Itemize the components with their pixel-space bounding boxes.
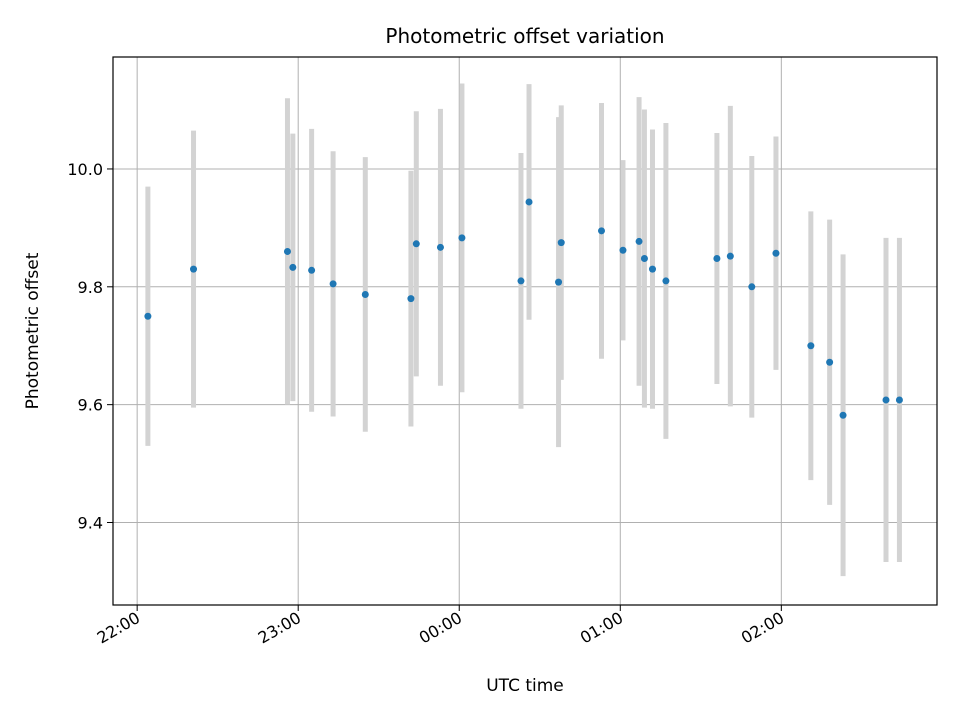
data-point [555, 278, 563, 286]
data-point [283, 247, 291, 255]
plot-frame [112, 56, 938, 606]
data-point [144, 312, 152, 320]
data-point [525, 198, 533, 206]
data-point [436, 243, 444, 251]
data-point [308, 266, 316, 274]
y-tick-label: 9.8 [78, 278, 103, 297]
grid-lines [113, 57, 937, 605]
y-tick-label: 9.6 [78, 396, 103, 415]
data-point [882, 396, 890, 404]
data-point [329, 280, 337, 288]
x-tick-label: 01:00 [577, 608, 626, 648]
x-tick-label: 23:00 [255, 608, 304, 648]
data-point [895, 396, 903, 404]
data-point [517, 277, 525, 285]
y-axis-label: Photometric offset [23, 252, 43, 409]
data-point [412, 240, 420, 248]
data-point [748, 283, 756, 291]
y-tick-label: 10.0 [67, 160, 103, 179]
data-point [662, 277, 670, 285]
data-point [826, 358, 834, 366]
data-point [407, 295, 415, 303]
data-points [144, 198, 903, 419]
data-point [648, 265, 656, 273]
x-tick-label: 22:00 [94, 608, 143, 648]
y-tick-label: 9.4 [78, 514, 103, 533]
x-tick-label: 00:00 [416, 608, 465, 648]
chart-title: Photometric offset variation [385, 24, 664, 48]
data-point [557, 239, 565, 247]
data-point [361, 290, 369, 298]
data-point [190, 265, 198, 273]
data-point [713, 255, 721, 263]
error-bars [145, 83, 902, 577]
data-point [458, 234, 466, 242]
data-point [597, 227, 605, 235]
x-axis-ticks: 22:00 23:00 00:00 01:00 02:00 [94, 605, 787, 648]
x-axis-label: UTC time [486, 676, 564, 696]
data-point [726, 252, 734, 260]
data-point [839, 411, 847, 419]
data-point [619, 246, 627, 254]
data-point [772, 249, 780, 257]
data-point [640, 255, 648, 263]
data-point [807, 342, 815, 350]
x-tick-label: 02:00 [738, 608, 787, 648]
data-point [635, 237, 643, 245]
y-axis-ticks: 9.4 9.6 9.8 10.0 [67, 160, 113, 533]
data-point [289, 263, 297, 271]
